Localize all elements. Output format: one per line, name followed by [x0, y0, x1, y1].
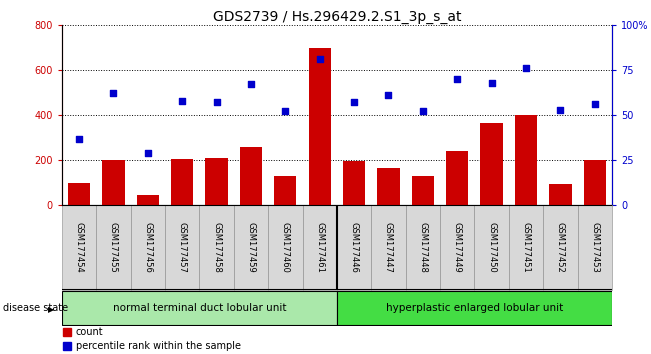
FancyBboxPatch shape — [577, 205, 612, 290]
FancyBboxPatch shape — [440, 205, 475, 290]
Bar — [137, 195, 159, 205]
Bar — [63, 328, 72, 336]
Point — [245, 81, 256, 87]
Point — [143, 150, 153, 156]
FancyBboxPatch shape — [371, 205, 406, 290]
FancyBboxPatch shape — [337, 205, 371, 290]
Bar — [68, 183, 90, 205]
Point — [383, 92, 394, 98]
FancyBboxPatch shape — [165, 205, 199, 290]
Bar — [411, 176, 434, 205]
Text: GSM177447: GSM177447 — [384, 222, 393, 273]
Text: GSM177449: GSM177449 — [452, 222, 462, 273]
FancyBboxPatch shape — [62, 291, 337, 325]
Bar — [515, 115, 537, 205]
Text: GSM177461: GSM177461 — [315, 222, 324, 273]
Text: GSM177455: GSM177455 — [109, 222, 118, 273]
Text: GSM177457: GSM177457 — [178, 222, 187, 273]
Text: GSM177454: GSM177454 — [74, 222, 83, 273]
Text: GSM177450: GSM177450 — [487, 222, 496, 273]
FancyBboxPatch shape — [543, 205, 577, 290]
Text: GSM177446: GSM177446 — [350, 222, 359, 273]
Bar — [583, 160, 606, 205]
Point — [590, 101, 600, 107]
Bar — [309, 48, 331, 205]
Bar — [205, 158, 228, 205]
FancyBboxPatch shape — [199, 205, 234, 290]
Text: GSM177456: GSM177456 — [143, 222, 152, 273]
Text: GSM177448: GSM177448 — [419, 222, 427, 273]
Point — [108, 91, 118, 96]
Text: GSM177459: GSM177459 — [247, 222, 255, 273]
Bar — [102, 160, 124, 205]
Text: GSM177451: GSM177451 — [521, 222, 531, 273]
Text: percentile rank within the sample: percentile rank within the sample — [76, 341, 241, 351]
Point — [555, 107, 566, 113]
Point — [452, 76, 462, 82]
Text: hyperplastic enlarged lobular unit: hyperplastic enlarged lobular unit — [386, 303, 563, 313]
Point — [521, 65, 531, 71]
FancyBboxPatch shape — [406, 205, 440, 290]
Point — [212, 99, 222, 105]
Bar — [446, 151, 469, 205]
FancyBboxPatch shape — [509, 205, 543, 290]
Point — [280, 109, 290, 114]
FancyBboxPatch shape — [62, 205, 96, 290]
Bar — [240, 147, 262, 205]
FancyBboxPatch shape — [337, 291, 612, 325]
FancyBboxPatch shape — [268, 205, 303, 290]
Title: GDS2739 / Hs.296429.2.S1_3p_s_at: GDS2739 / Hs.296429.2.S1_3p_s_at — [213, 10, 461, 24]
Text: GSM177452: GSM177452 — [556, 222, 565, 273]
Text: disease state: disease state — [3, 303, 68, 313]
Point — [177, 98, 187, 103]
FancyBboxPatch shape — [96, 205, 131, 290]
Bar — [549, 184, 572, 205]
Point — [349, 99, 359, 105]
Point — [418, 109, 428, 114]
Text: ▶: ▶ — [48, 305, 54, 314]
Point — [74, 136, 84, 141]
FancyBboxPatch shape — [234, 205, 268, 290]
FancyBboxPatch shape — [475, 205, 509, 290]
Bar — [274, 176, 296, 205]
Point — [314, 56, 325, 62]
FancyBboxPatch shape — [303, 205, 337, 290]
Text: count: count — [76, 327, 104, 337]
Text: GSM177458: GSM177458 — [212, 222, 221, 273]
FancyBboxPatch shape — [131, 205, 165, 290]
Text: GSM177453: GSM177453 — [590, 222, 600, 273]
Bar — [63, 342, 72, 350]
Text: normal terminal duct lobular unit: normal terminal duct lobular unit — [113, 303, 286, 313]
Text: GSM177460: GSM177460 — [281, 222, 290, 273]
Point — [486, 80, 497, 85]
Bar — [171, 159, 193, 205]
Bar — [480, 123, 503, 205]
Bar — [378, 168, 400, 205]
Bar — [343, 161, 365, 205]
